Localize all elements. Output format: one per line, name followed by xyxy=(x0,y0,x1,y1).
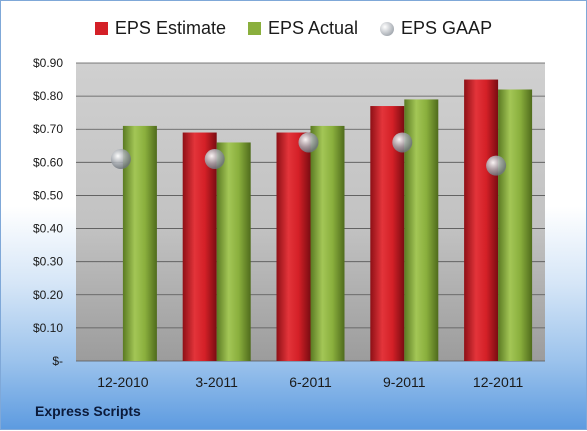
marker-eps-gaap xyxy=(298,132,319,153)
y-axis-labels: $- $0.10 $0.20 $0.30 $0.40 $0.50 $0.60 $0.70 $0.… xyxy=(33,56,63,368)
legend-item-eps-estimate: EPS Estimate xyxy=(94,18,226,39)
y-tick-label: $0.70 xyxy=(33,122,63,136)
marker-eps-gaap xyxy=(392,132,413,153)
legend-swatch-eps-actual xyxy=(247,22,261,35)
legend-label-eps-estimate: EPS Estimate xyxy=(114,18,226,38)
bar-eps-actual xyxy=(310,125,345,362)
y-tick-label: $0.80 xyxy=(33,89,63,103)
legend-marker-eps-gaap xyxy=(380,21,395,36)
bar-eps-estimate xyxy=(464,79,499,362)
legend-swatch-eps-estimate xyxy=(94,22,108,35)
gaap-markers xyxy=(110,132,507,176)
y-tick-label: $0.40 xyxy=(33,222,63,236)
bar-eps-actual xyxy=(216,142,251,361)
y-tick-label: $0.20 xyxy=(33,288,63,302)
y-tick-label: $0.50 xyxy=(33,188,63,202)
bar-eps-estimate xyxy=(276,132,311,361)
y-tick-label: $0.90 xyxy=(33,56,63,70)
x-tick-label: 3-2011 xyxy=(195,374,238,390)
marker-eps-gaap xyxy=(486,155,507,176)
x-tick-label: 12-2011 xyxy=(473,374,524,390)
x-tick-label: 12-2010 xyxy=(97,374,149,390)
x-axis-labels: 12-2010 3-2011 6-2011 9-2011 12-2011 xyxy=(97,374,523,390)
y-tick-label: $0.60 xyxy=(33,155,63,169)
company-name: Express Scripts xyxy=(35,403,141,419)
x-tick-label: 9-2011 xyxy=(383,374,426,390)
bars xyxy=(122,79,533,362)
marker-eps-gaap xyxy=(204,149,225,170)
bar-eps-actual xyxy=(498,89,533,361)
bar-eps-estimate xyxy=(182,132,217,361)
x-tick-label: 6-2011 xyxy=(289,374,332,390)
y-tick-label: $0.30 xyxy=(33,255,63,269)
y-tick-label: $0.10 xyxy=(33,321,63,335)
legend-item-eps-actual: EPS Actual xyxy=(247,18,359,39)
legend: EPS Estimate EPS Actual EPS GAAP xyxy=(1,18,586,39)
legend-label-eps-actual: EPS Actual xyxy=(267,18,359,38)
legend-item-eps-gaap: EPS GAAP xyxy=(380,18,492,39)
marker-eps-gaap xyxy=(110,149,131,170)
y-tick-label: $- xyxy=(52,354,63,368)
legend-label-eps-gaap: EPS GAAP xyxy=(401,18,493,38)
